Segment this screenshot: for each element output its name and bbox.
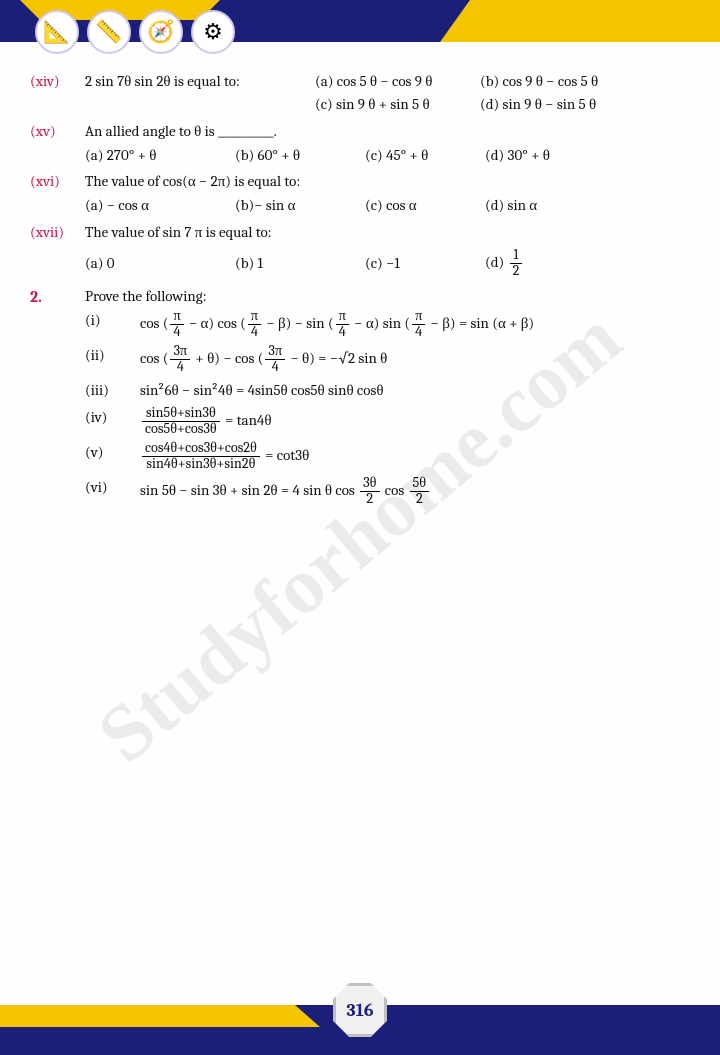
sub-num: (i): [85, 309, 140, 332]
ruler-icon: 📏: [87, 10, 131, 54]
opt-d: (d) 30° + θ: [485, 144, 615, 167]
stem: An allied angle to θ is __________.: [85, 120, 690, 143]
sub-iii: (iii) sin²6θ − sin²4θ = 4sin5θ cos5θ sin…: [85, 379, 690, 402]
question-xvi: (xvi) The value of cos(α − 2π) is equal …: [30, 170, 690, 218]
stem: Prove the following:: [85, 285, 690, 308]
sub-v: (v) cos4θ+cos3θ+cos2θsin4θ+sin3θ+sin2θ =…: [85, 441, 690, 472]
q-num: (xv): [30, 120, 85, 168]
q-num: (xiv): [30, 70, 85, 117]
sub-body: cos (3π4 + θ) − cos (3π4 − θ) = −√2 sin …: [140, 344, 690, 375]
question-xvii: (xvii) The value of sin 7 π is equal to:…: [30, 221, 690, 279]
opt-b: (b) cos 9 θ − cos 5 θ: [480, 70, 613, 93]
sub-body: sin5θ+sin3θcos5θ+cos3θ = tan4θ: [140, 406, 690, 437]
opt-d: (d) sin α: [485, 194, 615, 217]
q-num: 2.: [30, 285, 85, 511]
sub-num: (vi): [85, 476, 140, 499]
question-xiv: (xiv) 2 sin 7θ sin 2θ is equal to: (a) c…: [30, 70, 690, 117]
sub-num: (iv): [85, 406, 140, 429]
opt-a: (a) cos 5 θ − cos 9 θ: [315, 70, 480, 93]
compass-icon: 🧭: [139, 10, 183, 54]
opt-c: (c) sin 9 θ + sin 5 θ: [315, 93, 480, 116]
stem: The value of cos(α − 2π) is equal to:: [85, 170, 690, 193]
opt-c: (c) −1: [365, 252, 485, 275]
sub-num: (ii): [85, 344, 140, 367]
opt-d: (d) 12: [485, 248, 615, 279]
sub-body: cos4θ+cos3θ+cos2θsin4θ+sin3θ+sin2θ = cot…: [140, 441, 690, 472]
sub-body: cos (π4 − α) cos (π4 − β) − sin (π4 − α)…: [140, 309, 690, 340]
opt-c: (c) 45° + θ: [365, 144, 485, 167]
opt-b: (b)− sin α: [235, 194, 365, 217]
q-num: (xvi): [30, 170, 85, 218]
sub-ii: (ii) cos (3π4 + θ) − cos (3π4 − θ) = −√2…: [85, 344, 690, 375]
opt-b: (b) 1: [235, 252, 365, 275]
question-xv: (xv) An allied angle to θ is __________.…: [30, 120, 690, 168]
frac-d: 2: [510, 264, 523, 279]
opt-a: (a) 270° + θ: [85, 144, 235, 167]
opt-a: (a) 0: [85, 252, 235, 275]
q-num: (xvii): [30, 221, 85, 279]
stem: The value of sin 7 π is equal to:: [85, 221, 690, 244]
sub-body: sin²6θ − sin²4θ = 4sin5θ cos5θ sinθ cosθ: [140, 379, 690, 402]
sub-i: (i) cos (π4 − α) cos (π4 − β) − sin (π4 …: [85, 309, 690, 340]
header-icons: 📐 📏 🧭 ⚙: [35, 10, 235, 54]
calculator-icon: 📐: [35, 10, 79, 54]
gear-icon: ⚙: [191, 10, 235, 54]
sub-num: (v): [85, 441, 140, 464]
opt-b: (b) 60° + θ: [235, 144, 365, 167]
sub-iv: (iv) sin5θ+sin3θcos5θ+cos3θ = tan4θ: [85, 406, 690, 437]
opt-d-prefix: (d): [485, 253, 508, 271]
question-2: 2. Prove the following: (i) cos (π4 − α)…: [30, 285, 690, 511]
opt-d: (d) sin 9 θ − sin 5 θ: [480, 93, 611, 116]
opt-c: (c) cos α: [365, 194, 485, 217]
sub-vi: (vi) sin 5θ − sin 3θ + sin 2θ = 4 sin θ …: [85, 476, 690, 507]
sub-num: (iii): [85, 379, 140, 402]
opt-a: (a) − cos α: [85, 194, 235, 217]
sub-body: sin 5θ − sin 3θ + sin 2θ = 4 sin θ cos 3…: [140, 476, 690, 507]
stem: 2 sin 7θ sin 2θ is equal to:: [85, 70, 315, 93]
page-content: (xiv) 2 sin 7θ sin 2θ is equal to: (a) c…: [30, 70, 690, 514]
